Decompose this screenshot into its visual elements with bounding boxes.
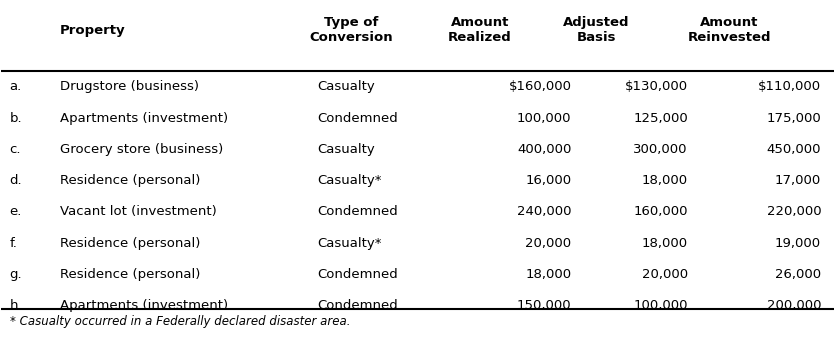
Text: 450,000: 450,000 <box>767 143 821 156</box>
Text: Apartments (investment): Apartments (investment) <box>59 111 228 125</box>
Text: a.: a. <box>10 80 22 93</box>
Text: * Casualty occurred in a Federally declared disaster area.: * Casualty occurred in a Federally decla… <box>10 315 350 328</box>
Text: f.: f. <box>10 237 18 250</box>
Text: 18,000: 18,000 <box>642 237 688 250</box>
Text: Residence (personal): Residence (personal) <box>59 268 200 281</box>
Text: 125,000: 125,000 <box>633 111 688 125</box>
Text: $160,000: $160,000 <box>509 80 571 93</box>
Text: Apartments (investment): Apartments (investment) <box>59 299 228 312</box>
Text: g.: g. <box>10 268 23 281</box>
Text: 240,000: 240,000 <box>517 205 571 218</box>
Text: 18,000: 18,000 <box>525 268 571 281</box>
Text: Condemned: Condemned <box>317 268 398 281</box>
Text: Grocery store (business): Grocery store (business) <box>59 143 223 156</box>
Text: 17,000: 17,000 <box>775 174 821 187</box>
Text: Casualty*: Casualty* <box>317 174 382 187</box>
Text: 400,000: 400,000 <box>517 143 571 156</box>
Text: Casualty: Casualty <box>317 80 376 93</box>
Text: Condemned: Condemned <box>317 111 398 125</box>
Text: e.: e. <box>10 205 22 218</box>
Text: $130,000: $130,000 <box>625 80 688 93</box>
Text: 16,000: 16,000 <box>525 174 571 187</box>
Text: 18,000: 18,000 <box>642 174 688 187</box>
Text: Drugstore (business): Drugstore (business) <box>59 80 199 93</box>
Text: h.: h. <box>10 299 23 312</box>
Text: 150,000: 150,000 <box>517 299 571 312</box>
Text: Residence (personal): Residence (personal) <box>59 174 200 187</box>
Text: Casualty*: Casualty* <box>317 237 382 250</box>
Text: Adjusted
Basis: Adjusted Basis <box>563 16 630 44</box>
Text: Type of
Conversion: Type of Conversion <box>309 16 392 44</box>
Text: Property: Property <box>59 24 125 37</box>
Text: 175,000: 175,000 <box>767 111 821 125</box>
Text: Condemned: Condemned <box>317 205 398 218</box>
Text: 19,000: 19,000 <box>775 237 821 250</box>
Text: 220,000: 220,000 <box>767 205 821 218</box>
Text: 20,000: 20,000 <box>642 268 688 281</box>
Text: Amount
Realized: Amount Realized <box>448 16 512 44</box>
Text: 100,000: 100,000 <box>634 299 688 312</box>
Text: 160,000: 160,000 <box>634 205 688 218</box>
Text: 26,000: 26,000 <box>775 268 821 281</box>
Text: 20,000: 20,000 <box>525 237 571 250</box>
Text: 100,000: 100,000 <box>517 111 571 125</box>
Text: d.: d. <box>10 174 23 187</box>
Text: 200,000: 200,000 <box>767 299 821 312</box>
Text: 300,000: 300,000 <box>634 143 688 156</box>
Text: c.: c. <box>10 143 21 156</box>
Text: Condemned: Condemned <box>317 299 398 312</box>
Text: $110,000: $110,000 <box>758 80 821 93</box>
Text: Vacant lot (investment): Vacant lot (investment) <box>59 205 216 218</box>
Text: Amount
Reinvested: Amount Reinvested <box>688 16 772 44</box>
Text: Residence (personal): Residence (personal) <box>59 237 200 250</box>
Text: b.: b. <box>10 111 23 125</box>
Text: Casualty: Casualty <box>317 143 376 156</box>
